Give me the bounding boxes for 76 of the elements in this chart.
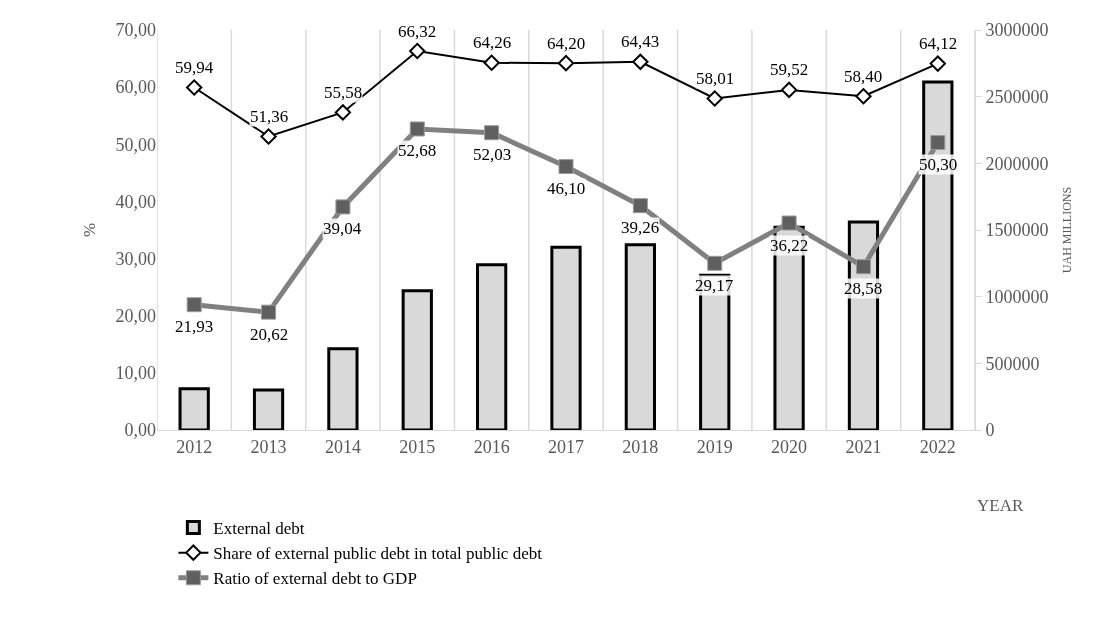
- data-label: 66,32: [398, 22, 437, 41]
- point: [707, 255, 723, 271]
- y-tick-label: 10,00: [115, 363, 156, 384]
- y2-tick-label: 1000000: [985, 286, 1049, 307]
- data-label: 59,94: [175, 58, 214, 77]
- x-tick-label: 2014: [324, 436, 361, 457]
- y-tick-label: 30,00: [115, 248, 156, 269]
- data-label: 52,68: [398, 141, 437, 160]
- y-tick-label: 50,00: [115, 134, 156, 155]
- data-label: 50,30: [919, 155, 958, 174]
- data-label: 64,26: [473, 33, 512, 52]
- point: [781, 215, 797, 231]
- data-label: 28,58: [844, 279, 883, 298]
- legend-label: Ratio of external debt to GDP: [213, 569, 417, 589]
- data-label: 52,03: [473, 145, 512, 164]
- data-label: 58,01: [696, 69, 735, 88]
- point: [186, 79, 203, 96]
- y2-tick-label: 0: [985, 420, 995, 441]
- data-label: 21,93: [175, 317, 214, 336]
- data-label: 39,26: [621, 218, 660, 237]
- point: [261, 304, 277, 320]
- x-axis-title: YEAR: [977, 496, 1024, 515]
- point: [929, 55, 946, 72]
- point: [409, 42, 426, 60]
- x-tick-label: 2018: [622, 436, 659, 457]
- point: [557, 54, 575, 72]
- data-label: 46,10: [547, 179, 586, 198]
- x-tick-label: 2017: [548, 436, 584, 457]
- x-tick-label: 2016: [473, 436, 510, 457]
- x-tick-label: 2015: [399, 436, 436, 457]
- legend-label: Share of external public debt in total public debt: [213, 544, 543, 564]
- data-label: 36,22: [770, 236, 809, 255]
- data-label: 39,04: [323, 219, 362, 238]
- point: [558, 159, 574, 175]
- point: [930, 135, 946, 151]
- x-tick-label: 2012: [176, 436, 213, 457]
- y-tick-label: 70,00: [115, 20, 156, 41]
- data-label: 59,52: [770, 60, 809, 79]
- point: [855, 259, 871, 275]
- x-tick-label: 2020: [771, 436, 808, 457]
- point: [706, 90, 723, 107]
- data-label: 55,58: [324, 83, 363, 102]
- y2-tick-label: 1500000: [985, 220, 1049, 241]
- y-tick-label: 40,00: [115, 191, 156, 212]
- y2-tick-label: 3000000: [985, 20, 1049, 41]
- data-label: 64,43: [621, 32, 660, 51]
- x-tick-label: 2013: [250, 436, 287, 457]
- point: [260, 128, 277, 145]
- data-label: 64,20: [547, 34, 586, 53]
- point: [334, 104, 352, 121]
- x-tick-label: 2022: [919, 436, 956, 457]
- point: [484, 125, 500, 141]
- y2-tick-label: 500000: [985, 353, 1040, 374]
- x-tick-label: 2019: [696, 436, 733, 457]
- data-label: 64,12: [919, 34, 958, 53]
- y2-tick-label: 2000000: [985, 153, 1049, 174]
- y2-axis-title: UAH MILLIONS: [1060, 186, 1075, 274]
- data-label: 29,17: [695, 276, 734, 295]
- y-tick-label: 20,00: [115, 306, 156, 327]
- y-axis-title: %: [80, 222, 100, 238]
- y-tick-label: 60,00: [115, 77, 156, 98]
- point: [780, 81, 798, 99]
- legend-label: External debt: [213, 519, 305, 539]
- point: [335, 199, 351, 215]
- y2-tick-label: 2500000: [985, 86, 1049, 107]
- x-tick-label: 2021: [845, 436, 882, 457]
- data-label: 20,62: [250, 325, 289, 344]
- point: [632, 198, 648, 214]
- point: [186, 297, 202, 313]
- point: [483, 54, 500, 71]
- y-tick-label: 0,00: [124, 420, 156, 441]
- point: [632, 53, 649, 70]
- data-label: 51,36: [250, 107, 289, 126]
- point: [409, 121, 425, 137]
- point: [855, 88, 872, 105]
- data-label: 58,40: [844, 67, 883, 86]
